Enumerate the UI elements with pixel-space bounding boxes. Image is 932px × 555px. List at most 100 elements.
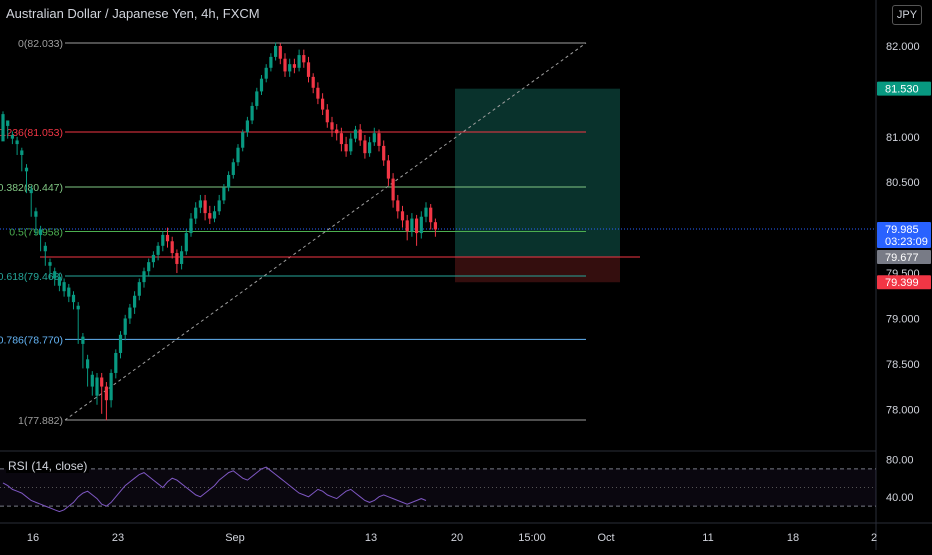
candle-body	[222, 187, 226, 201]
candle-body	[109, 372, 113, 401]
candle-body	[15, 140, 19, 145]
time-tick-label: 2	[871, 532, 877, 544]
price-badge-stop	[877, 275, 931, 290]
candle-body	[302, 55, 306, 63]
candle-body	[175, 253, 179, 264]
position-stop-zone	[455, 256, 620, 283]
candle-body	[1, 114, 5, 142]
candle-body	[241, 132, 245, 148]
candle-body	[34, 211, 38, 217]
price-badge-last	[877, 222, 931, 249]
price-badge-entry	[877, 249, 931, 264]
price-tick-label: 78.000	[886, 404, 920, 416]
candle-body	[424, 207, 428, 217]
fib-level-label: 0.618(79.468)	[0, 271, 63, 283]
candle-body	[151, 254, 155, 263]
candle-body	[137, 282, 141, 296]
time-tick-label: Sep	[225, 532, 245, 544]
candle-body	[353, 129, 358, 139]
candle-body	[335, 129, 339, 134]
candle-body	[43, 245, 47, 252]
candle-body	[429, 207, 433, 223]
candle-body	[363, 140, 367, 154]
candle-body	[10, 135, 14, 139]
candle-body	[288, 64, 292, 72]
candle-body	[156, 245, 160, 255]
candle-body	[259, 78, 264, 92]
candle-body	[39, 229, 43, 235]
currency-button[interactable]: JPY	[892, 5, 922, 25]
price-tick-label: 81.000	[886, 132, 920, 144]
price-tick-label: 78.500	[886, 359, 920, 371]
candle-body	[118, 334, 123, 353]
rsi-line	[2, 466, 427, 513]
candle-body	[114, 352, 118, 373]
time-tick-label: 16	[27, 532, 39, 544]
candle-body	[377, 133, 381, 146]
time-tick-label: 18	[787, 532, 799, 544]
candle-body	[57, 276, 61, 286]
fib-level-label: 0.236(81.053)	[0, 127, 63, 139]
candle-body	[90, 374, 94, 387]
candle-body	[29, 189, 33, 194]
candle-body	[24, 167, 29, 172]
candle-body	[147, 262, 151, 272]
price-badge-target-text: 81.530	[885, 84, 919, 96]
candle-body	[283, 58, 287, 72]
candle-body	[203, 200, 207, 214]
rsi-band	[0, 468, 876, 507]
candle-body	[372, 133, 376, 143]
candle-body	[245, 120, 249, 133]
candle-body	[274, 45, 278, 57]
candle-body	[386, 160, 390, 179]
time-tick-label: Oct	[597, 532, 614, 544]
candle-body	[170, 241, 174, 254]
price-tick-label: 80.500	[886, 177, 920, 189]
candle-body	[391, 178, 395, 201]
candle-body	[67, 287, 71, 297]
price-badge-stop-text: 79.399	[885, 277, 919, 289]
candle-body	[194, 207, 198, 219]
candle-body	[306, 62, 311, 77]
candle-body	[81, 336, 85, 344]
candle-body	[227, 174, 231, 188]
time-tick-label: 13	[365, 532, 377, 544]
candle-body	[20, 150, 24, 155]
candle-body	[419, 216, 423, 234]
candle-body	[189, 218, 193, 234]
candle-body	[217, 200, 221, 212]
price-tick-label: 79.000	[886, 313, 920, 325]
candle-body	[95, 377, 99, 396]
candle-body	[415, 218, 419, 234]
candle-body	[100, 377, 104, 387]
candle-body	[269, 56, 273, 68]
candle-body	[358, 129, 362, 141]
candle-body	[400, 211, 405, 221]
candle-body	[297, 55, 301, 68]
candle-body	[321, 98, 325, 110]
candle-body	[405, 220, 409, 232]
candle-body	[344, 144, 348, 152]
rsi-tick-label: 80.00	[886, 455, 914, 467]
price-badge-last-subtext: 03:23:09	[885, 236, 928, 248]
candle-body	[165, 234, 170, 242]
rsi-label[interactable]: RSI (14, close)	[6, 459, 90, 473]
fib-level-label: 0(82.033)	[18, 38, 63, 50]
candle-body	[316, 87, 320, 99]
rsi-tick-label: 40.00	[886, 492, 914, 504]
candle-body	[264, 67, 268, 79]
price-tick-label: 82.000	[886, 41, 920, 53]
price-badge-last-text: 79.985	[885, 224, 919, 236]
candle-body	[311, 76, 315, 88]
fib-trend-line	[64, 42, 587, 421]
candle-body	[330, 122, 334, 130]
candle-body	[161, 234, 165, 246]
price-badge-target	[877, 81, 931, 96]
fib-level-label: 0.786(78.770)	[0, 334, 63, 346]
candle-body	[250, 105, 254, 121]
time-tick-label: 15:00	[518, 532, 546, 544]
candle-body	[433, 222, 437, 230]
price-badge-entry-text: 79.677	[885, 252, 919, 264]
